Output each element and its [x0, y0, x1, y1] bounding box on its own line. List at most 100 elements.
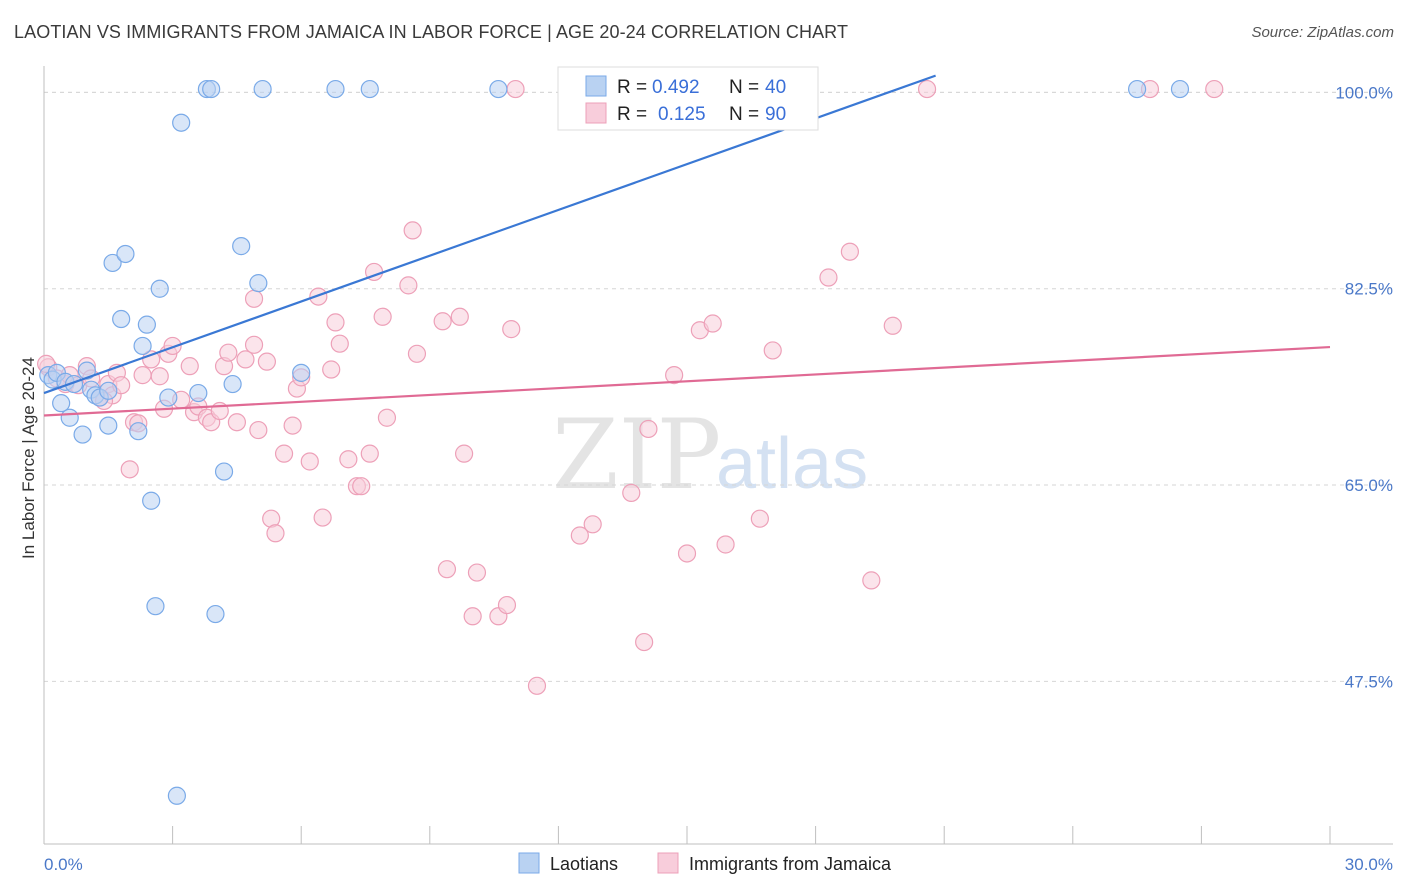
jamaica-point: [399, 276, 418, 295]
jamaica-point: [377, 408, 397, 427]
jamaica-point: [862, 571, 881, 590]
gridlines: [44, 91, 1393, 682]
jamaica-point: [506, 79, 525, 99]
jamaica-point: [639, 419, 658, 439]
series-jamaica-points: [37, 79, 1224, 695]
watermark: ZIP atlas: [552, 399, 868, 511]
legend-r-value-1: 0.492: [652, 77, 700, 98]
jamaica-point: [133, 366, 152, 385]
y-tick-label: 65.0%: [1345, 476, 1393, 495]
jamaica-point: [274, 444, 294, 463]
laotians-point: [129, 422, 148, 441]
legend-n-value-2: 90: [765, 104, 786, 125]
legend-r-value-2: 0.125: [658, 104, 706, 125]
jamaica-point: [703, 314, 722, 333]
laotians-point: [112, 309, 131, 329]
x-tick-label-max: 30.0%: [1345, 855, 1393, 874]
jamaica-point: [840, 242, 859, 261]
laotians-point: [1127, 79, 1147, 99]
laotians-point: [189, 383, 208, 403]
axes: [43, 66, 1393, 845]
jamaica-point: [244, 335, 264, 354]
laotians-point: [103, 253, 122, 273]
laotians-point: [232, 237, 251, 256]
jamaica-point: [322, 360, 341, 379]
laotians-point: [326, 79, 345, 99]
laotians-point: [146, 597, 165, 616]
chart-title: LAOTIAN VS IMMIGRANTS FROM JAMAICA IN LA…: [14, 22, 849, 42]
legend-n-label-1: N =: [729, 77, 759, 98]
legend-n-value-1: 40: [765, 77, 786, 98]
jamaica-point: [502, 320, 521, 339]
jamaica-point: [467, 563, 487, 582]
legend-r-label-1: R =: [617, 77, 647, 98]
jamaica-point: [917, 79, 937, 99]
laotians-point: [253, 79, 272, 99]
laotians-point: [133, 336, 152, 356]
laotians-point: [202, 79, 221, 99]
bottom-legend-swatch-jamaica: [657, 852, 679, 874]
laotians-point: [249, 274, 268, 293]
jamaica-point: [227, 413, 246, 432]
series-laotians-points: [39, 79, 1190, 805]
jamaica-point: [244, 289, 264, 308]
jamaica-point: [635, 632, 654, 652]
jamaica-point: [450, 307, 469, 326]
laotians-point: [172, 113, 191, 132]
source-credit: Source: ZipAtlas.com: [1251, 24, 1394, 41]
jamaica-point: [665, 366, 684, 385]
jamaica-point: [373, 307, 392, 326]
jamaica-point: [163, 336, 182, 356]
laotians-point: [142, 491, 161, 510]
legend-r-label-2: R =: [617, 104, 647, 125]
y-tick-label: 47.5%: [1345, 672, 1393, 691]
bottom-legend-swatch-laotians: [518, 852, 540, 874]
laotians-point: [159, 388, 178, 407]
laotians-point: [223, 374, 242, 394]
laotians-point: [214, 462, 234, 481]
laotians-point: [99, 416, 118, 435]
jamaica-point: [454, 444, 474, 463]
jamaica-point: [677, 544, 697, 563]
legend-swatch-laotians: [585, 75, 607, 97]
y-tick-labels: 47.5% 65.0% 82.5% 100.0%: [1335, 83, 1393, 691]
jamaica-point: [527, 676, 547, 695]
jamaica-point: [266, 524, 285, 543]
jamaica-point: [142, 350, 161, 369]
legend-box: R = 0.492 N = 40 R = 0.125 N = 90: [557, 66, 819, 131]
jamaica-point: [437, 560, 457, 579]
jamaica-point: [339, 450, 358, 469]
laotians-point: [1170, 79, 1190, 99]
y-axis-label: In Labor Force | Age 20-24: [19, 357, 38, 559]
jamaica-point: [763, 341, 782, 360]
jamaica-point: [300, 452, 319, 471]
y-tick-label: 82.5%: [1345, 280, 1393, 299]
jamaica-point: [352, 477, 371, 496]
laotians-point: [99, 381, 118, 400]
jamaica-point: [463, 607, 482, 626]
jamaica-point: [497, 595, 517, 615]
jamaica-point: [883, 316, 902, 335]
jamaica-point: [180, 357, 199, 376]
watermark-atlas: atlas: [716, 424, 868, 504]
laotians-point: [292, 363, 311, 382]
jamaica-point: [330, 334, 349, 353]
jamaica-point: [750, 509, 769, 528]
jamaica-point: [120, 460, 139, 479]
laotians-point: [150, 279, 169, 298]
laotians-point: [116, 244, 135, 264]
laotians-point: [60, 408, 79, 427]
jamaica-point: [249, 420, 268, 440]
laotians-point: [489, 79, 508, 99]
x-tick-label-min: 0.0%: [44, 855, 83, 874]
jamaica-point: [219, 343, 238, 362]
laotians-point: [77, 361, 96, 380]
jamaica-point: [1205, 79, 1224, 99]
jamaica-point: [313, 508, 332, 527]
legend-swatch-jamaica: [585, 102, 607, 124]
laotians-point: [137, 315, 156, 334]
jamaica-point: [309, 287, 328, 306]
jamaica-point: [283, 416, 302, 435]
laotians-point: [206, 604, 225, 624]
